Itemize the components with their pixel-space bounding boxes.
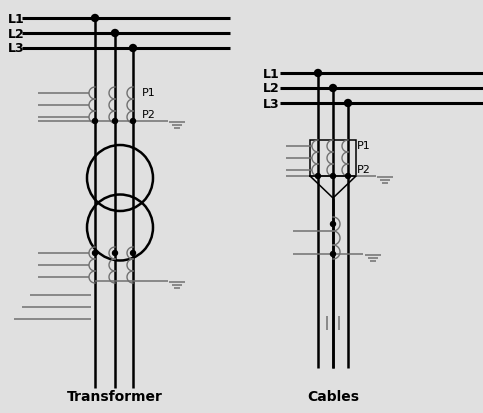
Circle shape <box>130 251 136 256</box>
Circle shape <box>315 174 321 179</box>
Circle shape <box>330 174 336 179</box>
Circle shape <box>93 251 98 256</box>
Circle shape <box>314 70 322 77</box>
Text: L2: L2 <box>263 82 280 95</box>
Text: Cables: Cables <box>307 389 359 403</box>
Text: Transformer: Transformer <box>67 389 163 403</box>
Text: L3: L3 <box>8 43 25 55</box>
Circle shape <box>345 174 351 179</box>
Circle shape <box>129 45 137 52</box>
Text: P2: P2 <box>357 165 371 175</box>
Bar <box>310 141 356 177</box>
Text: L1: L1 <box>263 67 280 80</box>
Text: L3: L3 <box>263 97 280 110</box>
Circle shape <box>93 119 98 124</box>
Text: P1: P1 <box>357 141 371 151</box>
Circle shape <box>91 15 99 22</box>
Text: L1: L1 <box>8 12 25 26</box>
Circle shape <box>130 119 136 124</box>
Text: P1: P1 <box>142 88 156 98</box>
Circle shape <box>330 252 336 257</box>
Circle shape <box>113 251 117 256</box>
Text: L2: L2 <box>8 27 25 40</box>
Circle shape <box>329 85 337 92</box>
Circle shape <box>112 31 118 38</box>
Circle shape <box>113 119 117 124</box>
Circle shape <box>344 100 352 107</box>
Circle shape <box>330 222 336 227</box>
Text: P2: P2 <box>142 110 156 120</box>
